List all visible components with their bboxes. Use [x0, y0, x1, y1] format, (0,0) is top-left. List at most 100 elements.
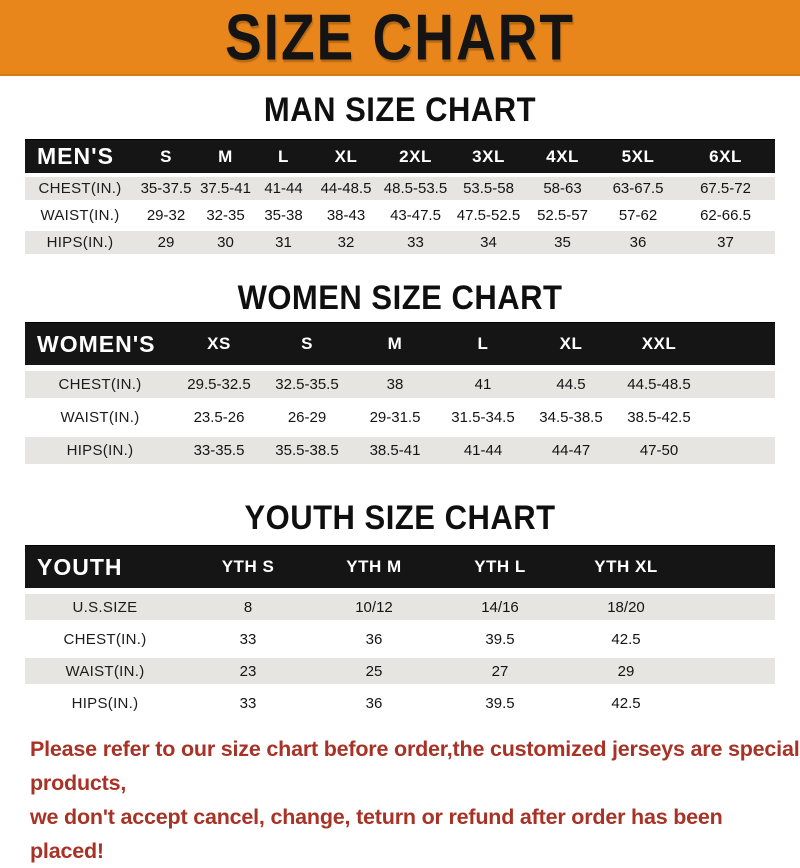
table-cell: 34.5-38.5	[539, 409, 603, 426]
column-header: 3XL	[472, 146, 505, 166]
column-header: 4XL	[546, 146, 579, 166]
women-size-section: WOMEN SIZE CHART WOMEN'S XS S M L XL XXL CHEST(…	[0, 278, 800, 464]
table-cell: 58-63	[543, 180, 582, 197]
column-header: M	[218, 146, 233, 166]
column-header: YTH L	[474, 557, 526, 576]
table-row: WAIST(IN.) 29-32 32-35 35-38 38-43 43-47.5 47.…	[25, 204, 775, 227]
table-cell: 35.5-38.5	[275, 442, 339, 459]
table-cell: 41	[474, 376, 492, 393]
youth-section-heading: YOUTH SIZE CHART	[244, 498, 556, 537]
table-cell: 35-38	[264, 207, 303, 224]
row-label: HIPS(IN.)	[71, 694, 139, 712]
table-cell: 36	[629, 234, 647, 251]
table-cell: 42.5	[611, 694, 641, 712]
table-cell: 35-37.5	[140, 180, 192, 197]
man-size-section: MAN SIZE CHART MEN'S S M L XL 2XL 3XL 4XL 5XL 6XL…	[0, 90, 800, 254]
table-cell: 48.5-53.5	[383, 180, 448, 197]
table-row: HIPS(IN.) 33-35.5 35.5-38.5 38.5-41 41-44 44-…	[25, 437, 775, 464]
table-header-bar: WOMEN'S XS S M L XL XXL	[25, 322, 775, 365]
table-cell: 63-67.5	[612, 180, 664, 197]
table-cell: 14/16	[481, 598, 519, 616]
table-cell: 39.5	[485, 630, 515, 648]
column-header: YTH S	[221, 557, 275, 576]
row-label: CHEST(IN.)	[63, 630, 147, 648]
table-cell: 41-44	[463, 442, 503, 459]
column-header: S	[301, 334, 313, 353]
table-cell: 31.5-34.5	[451, 409, 515, 426]
column-header: S	[160, 146, 172, 166]
column-header: 6XL	[709, 146, 742, 166]
column-header: 5XL	[621, 146, 655, 166]
table-cell: 31	[275, 234, 292, 251]
table-cell: 36	[365, 630, 383, 648]
table-cell: 8	[243, 598, 253, 616]
footer-note: Please refer to our size chart before or…	[0, 732, 800, 868]
column-header: M	[387, 334, 403, 353]
table-title: YOUTH	[37, 553, 123, 580]
table-cell: 29.5-32.5	[187, 376, 251, 393]
table-cell: 32.5-35.5	[275, 376, 339, 393]
row-label: WAIST(IN.)	[40, 207, 120, 224]
men-size-table: MEN'S S M L XL 2XL 3XL 4XL 5XL 6XL CHEST(IN.) 35-37…	[25, 139, 775, 254]
table-cell: 67.5-72	[700, 180, 751, 197]
footer-line-2: we don't accept cancel, change, teturn o…	[30, 805, 723, 863]
table-cell: 33	[239, 630, 257, 648]
column-header: YTH M	[346, 557, 402, 576]
table-cell: 44.5-48.5	[627, 376, 691, 393]
table-cell: 18/20	[607, 598, 645, 616]
table-cell: 62-66.5	[700, 207, 751, 224]
table-cell: 35	[554, 234, 571, 251]
table-cell: 57-62	[618, 207, 658, 224]
table-cell: 43-47.5	[390, 207, 441, 224]
table-row: WAIST(IN.) 23 25 27 29	[25, 658, 775, 684]
row-label: HIPS(IN.)	[66, 442, 134, 459]
column-header: XXL	[641, 334, 677, 353]
table-cell: 47.5-52.5	[456, 207, 521, 224]
row-label: CHEST(IN.)	[38, 180, 122, 197]
table-row: HIPS(IN.) 33 36 39.5 42.5	[25, 690, 775, 716]
table-cell: 25	[365, 662, 383, 680]
column-header: XL	[559, 334, 583, 353]
youth-size-table: YOUTH YTH S YTH M YTH L YTH XL U.S.SIZE 8 10/12…	[25, 545, 775, 716]
table-cell: 37.5-41	[200, 180, 251, 197]
table-cell: 33	[407, 234, 424, 251]
table-cell: 32	[337, 234, 355, 251]
table-cell: 27	[491, 662, 509, 680]
table-cell: 30	[217, 234, 234, 251]
table-cell: 29	[617, 662, 635, 680]
row-label: CHEST(IN.)	[58, 376, 142, 393]
table-cell: 33-35.5	[193, 442, 245, 459]
column-header: L	[477, 334, 489, 353]
table-cell: 52.5-57	[537, 207, 588, 224]
table-cell: 38	[386, 376, 404, 393]
table-cell: 44-47	[551, 442, 591, 459]
table-cell: 23.5-26	[193, 409, 245, 426]
table-cell: 23	[239, 662, 257, 680]
column-header: 2XL	[399, 146, 432, 166]
table-cell: 47-50	[639, 442, 679, 459]
table-cell: 33	[239, 694, 257, 712]
table-cell: 29-32	[146, 207, 186, 224]
table-cell: 39.5	[485, 694, 515, 712]
table-title: WOMEN'S	[37, 330, 156, 357]
table-row: CHEST(IN.) 35-37.5 37.5-41 41-44 44-48.5 48.5…	[25, 177, 775, 200]
row-label: U.S.SIZE	[72, 598, 138, 616]
column-header: XS	[207, 334, 231, 353]
women-section-heading: WOMEN SIZE CHART	[237, 278, 563, 317]
table-header-bar: MEN'S S M L XL 2XL 3XL 4XL 5XL 6XL	[25, 139, 775, 173]
table-cell: 44.5	[556, 376, 586, 393]
table-cell: 37	[717, 234, 734, 251]
table-cell: 38.5-41	[369, 442, 421, 459]
row-label: WAIST(IN.)	[60, 409, 140, 426]
table-row: HIPS(IN.) 29 30 31 32 33 34 35 36 37	[25, 231, 775, 254]
table-cell: 38-43	[326, 207, 366, 224]
table-cell: 26-29	[287, 409, 327, 426]
banner-title: SIZE CHART	[225, 0, 575, 74]
table-cell: 29-31.5	[369, 409, 421, 426]
table-cell: 29	[157, 234, 175, 251]
youth-size-section: YOUTH SIZE CHART YOUTH YTH S YTH M YTH L YTH…	[0, 498, 800, 716]
table-row: U.S.SIZE 8 10/12 14/16 18/20	[25, 594, 775, 620]
table-row: CHEST(IN.) 33 36 39.5 42.5	[25, 626, 775, 652]
row-label: HIPS(IN.)	[46, 234, 114, 251]
